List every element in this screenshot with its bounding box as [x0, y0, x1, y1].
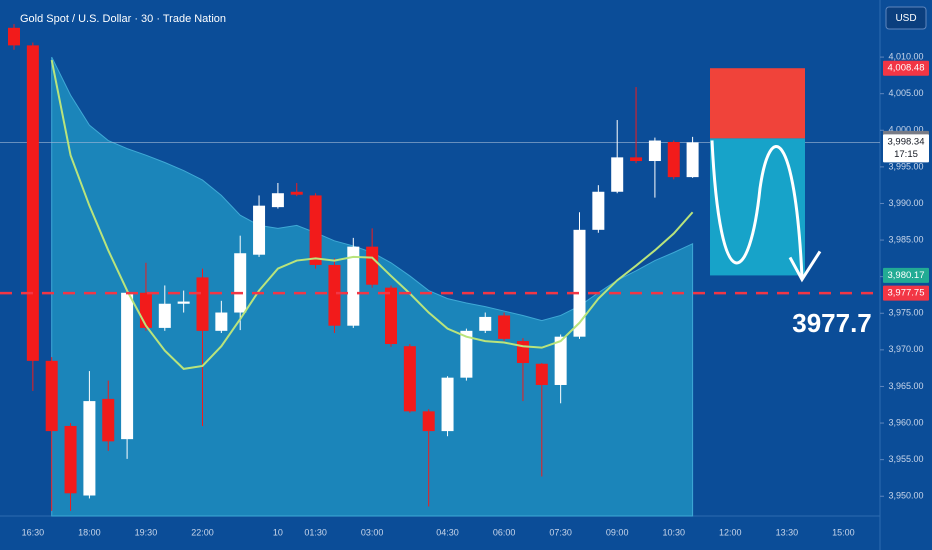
candle-body [592, 191, 605, 230]
y-tick-label: 3,975.00 [888, 308, 923, 318]
x-tick-label: 19:30 [135, 527, 158, 537]
candle-body [648, 140, 661, 162]
candle-body [177, 301, 190, 304]
price-label-bg [883, 267, 929, 283]
y-tick-label: 4,010.00 [888, 51, 923, 61]
price-label-bg [883, 285, 929, 301]
candle-body [8, 27, 20, 46]
candle-body [234, 253, 247, 313]
x-tick-label: 01:30 [304, 527, 327, 537]
candle-body [45, 360, 58, 432]
y-tick-label: 3,960.00 [888, 417, 923, 427]
x-tick-label: 18:00 [78, 527, 101, 537]
x-tick-label: 09:00 [606, 527, 629, 537]
candle-body [573, 229, 586, 337]
candle-body [102, 398, 115, 442]
candle-body [611, 157, 624, 192]
candle-body [479, 316, 492, 331]
x-tick-label: 10 [273, 527, 283, 537]
candle-body [366, 246, 379, 285]
candle-body [441, 377, 454, 432]
x-tick-label: 13:30 [776, 527, 799, 537]
candle-body [64, 425, 77, 494]
candle-body [309, 195, 322, 265]
y-tick-label: 3,965.00 [888, 381, 923, 391]
candle-body [215, 312, 228, 331]
candle-body [498, 315, 511, 339]
x-tick-label: 04:30 [436, 527, 459, 537]
x-tick-label: 07:30 [549, 527, 572, 537]
candle-body [667, 141, 680, 178]
candle-body [196, 277, 209, 331]
price-label: 3,977.75 [888, 288, 925, 299]
x-tick-label: 22:00 [191, 527, 214, 537]
chart-title: Gold Spot / U.S. Dollar · 30 · Trade Nat… [20, 13, 226, 25]
candle-body [460, 330, 473, 378]
candle-body [554, 336, 567, 385]
candle-body [686, 142, 699, 178]
candle-body [83, 401, 96, 496]
price-label: 3,998.34 [888, 136, 925, 147]
x-tick-label: 12:00 [719, 527, 742, 537]
wave-arrow [710, 140, 804, 278]
x-tick-label: 16:30 [22, 527, 45, 537]
y-tick-label: 3,990.00 [888, 198, 923, 208]
y-tick-label: 3,950.00 [888, 491, 923, 501]
candle-body [158, 303, 171, 328]
candle-body [139, 292, 152, 328]
x-tick-label: 06:00 [493, 527, 516, 537]
candle-body [290, 191, 303, 195]
price-label-bg [883, 134, 929, 163]
candle-body [630, 157, 643, 162]
candle-body [253, 205, 266, 255]
y-tick-label: 4,000.00 [888, 125, 923, 135]
currency-label[interactable]: USD [895, 13, 916, 24]
x-tick-label: 10:30 [662, 527, 685, 537]
y-tick-label: 3,985.00 [888, 234, 923, 244]
y-tick-label: 3,970.00 [888, 344, 923, 354]
price-label-bg [883, 60, 929, 76]
moving-average [50, 59, 694, 370]
candle-body [121, 292, 134, 440]
candle-body [403, 346, 416, 412]
y-tick-label: 3,995.00 [888, 161, 923, 171]
level-annotation: 3977.7 [792, 308, 872, 338]
candle-body [271, 193, 284, 208]
candle-body [385, 287, 397, 344]
x-tick-label: 03:00 [361, 527, 384, 537]
currency-button[interactable] [885, 6, 927, 30]
price-label-time: 17:15 [894, 149, 918, 160]
candle-body [347, 246, 360, 326]
stop-zone [710, 68, 805, 139]
candle-body [328, 264, 341, 326]
candle-body [535, 363, 548, 385]
arrow-head [788, 250, 822, 283]
price-label: 3,980.17 [888, 270, 925, 281]
y-tick-label: 3,955.00 [888, 454, 923, 464]
price-label: 4,008.48 [888, 63, 925, 74]
candle-body [422, 411, 435, 432]
candle-body [26, 45, 39, 361]
y-tick-label: 4,005.00 [888, 88, 923, 98]
x-tick-label: 15:00 [832, 527, 855, 537]
